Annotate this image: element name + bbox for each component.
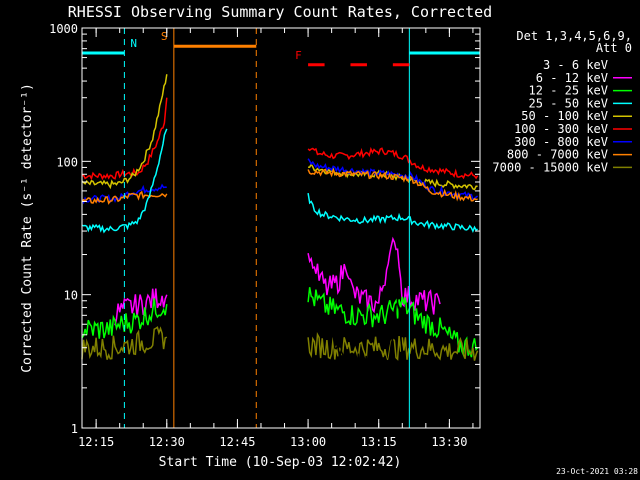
series-line-7-segment-1 <box>81 298 168 339</box>
series-line-2-segment-1 <box>81 74 168 190</box>
legend-entry-label-5: 50 - 100 keV <box>521 109 608 123</box>
y-tick-label-1: 1 <box>71 422 78 436</box>
y-tick-label-4: 1000 <box>49 22 78 36</box>
series-line-8-segment-1 <box>81 326 168 360</box>
x-tick-label-2: 12:30 <box>149 435 185 449</box>
x-axis-ticks: 12:15 12:30 12:45 13:00 13:15 13:30 <box>78 28 474 449</box>
plot-area: N S F 1 10 100 1000 12:15 12:30 12:45 13:00 13:15… <box>49 22 481 449</box>
x-tick-label-5: 13:15 <box>361 435 397 449</box>
flags-layer: N S F <box>82 30 480 67</box>
legend-entry-label-1: 3 - 6 keV <box>543 58 608 72</box>
legend-entry-label-6: 100 - 300 keV <box>514 122 608 136</box>
y-axis-label: Corrected Count Rate (s⁻¹ detector⁻¹) <box>20 83 35 373</box>
series-line-2-segment-2 <box>308 162 478 191</box>
x-tick-label-4: 13:00 <box>290 435 326 449</box>
y-tick-label-2: 10 <box>64 289 78 303</box>
series-line-3-segment-2 <box>307 158 479 201</box>
series-line-6-segment-1 <box>114 288 168 326</box>
legend-entry-label-2: 6 - 12 keV <box>536 71 608 85</box>
series-line-1-segment-2 <box>307 146 479 180</box>
plot-frame <box>81 27 481 429</box>
legend-entry-label-4: 25 - 50 keV <box>529 96 608 110</box>
x-axis-label: Start Time (10-Sep-03 12:02:42) <box>159 455 402 470</box>
series-line-6-segment-2 <box>307 236 441 315</box>
legend-entry-label-8: 800 - 7000 keV <box>507 148 608 162</box>
y-tick-label-3: 100 <box>56 155 78 169</box>
legend-entry-label-7: 300 - 800 keV <box>514 135 608 149</box>
flag-label-N: N <box>130 37 137 50</box>
legend-entry-label-3: 12 - 25 keV <box>529 84 608 98</box>
series-line-1-segment-1 <box>81 97 168 181</box>
series-line-7-segment-2 <box>307 287 479 358</box>
x-tick-label-1: 12:15 <box>78 435 114 449</box>
x-tick-label-6: 13:30 <box>431 435 467 449</box>
legend-entry-label-9: 7000 - 15000 keV <box>492 160 608 174</box>
markers-layer <box>123 28 481 428</box>
series-line-5-segment-2 <box>307 192 478 233</box>
legend-title-line2: Att 0 <box>596 41 632 55</box>
flag-label-F: F <box>295 49 302 62</box>
legend-title-line1: Det 1,3,4,5,6,9, <box>516 29 632 43</box>
y-axis-ticks: 1 10 100 1000 <box>49 22 480 436</box>
series-line-9-segment-1 <box>128 349 168 413</box>
series-line-5-segment-1 <box>81 128 168 234</box>
series-line-9-segment-2 <box>321 300 422 409</box>
series-layer <box>81 74 479 413</box>
flag-label-S: S <box>161 30 168 43</box>
chart-title: RHESSI Observing Summary Count Rates, Co… <box>68 3 492 21</box>
series-line-4-segment-2 <box>307 168 478 202</box>
footer-timestamp: 23-Oct-2021 03:28 <box>556 467 638 476</box>
x-tick-label-3: 12:45 <box>219 435 255 449</box>
